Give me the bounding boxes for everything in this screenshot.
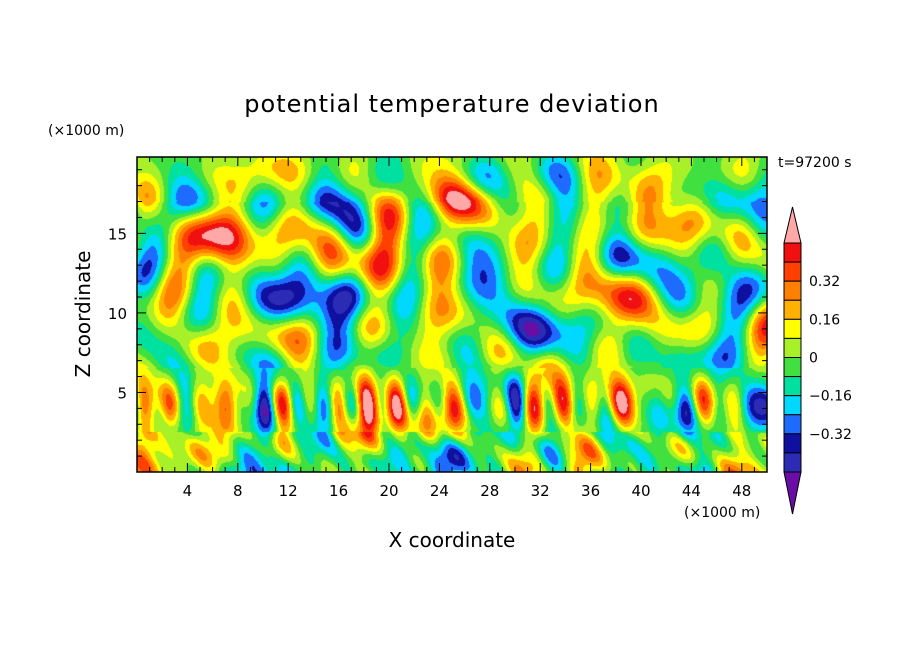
colorbar-swatch	[783, 299, 802, 320]
x-axis-label: X coordinate	[389, 528, 516, 552]
colorbar-extend-top	[783, 206, 802, 244]
colorbar-label: −0.32	[809, 427, 852, 443]
colorbar-label: 0.16	[809, 312, 840, 328]
colorbar-swatch	[783, 452, 802, 473]
y-tick-label: 10	[108, 305, 127, 323]
time-label: t=97200 s	[778, 155, 852, 171]
y-tick-label: 5	[117, 384, 127, 402]
y-tick-label: 15	[108, 225, 127, 243]
colorbar-swatch	[783, 261, 802, 282]
x-tick-label: 40	[631, 482, 650, 500]
x-tick-label: 20	[379, 482, 398, 500]
colorbar-swatch	[783, 433, 802, 454]
x-tick-label: 32	[531, 482, 550, 500]
x-axis: 4 8 12 16 20 24 28 32 36 40 44 48	[136, 157, 768, 500]
y-axis-label: Z coordinate	[71, 251, 95, 378]
colorbar-swatch	[783, 280, 802, 301]
colorbar-label: 0.32	[809, 274, 840, 290]
x-tick-label: 16	[329, 482, 348, 500]
y-unit-label: (×1000 m)	[48, 123, 124, 139]
colorbar-swatch	[783, 395, 802, 416]
colorbar-swatch	[783, 242, 802, 263]
x-unit-label: (×1000 m)	[684, 505, 760, 521]
x-tick-label: 12	[279, 482, 298, 500]
colorbar-swatch	[783, 414, 802, 435]
x-tick-label: 4	[183, 482, 193, 500]
x-tick-label: 48	[732, 482, 751, 500]
colorbar: 0.32 0.16 0 −0.16 −0.32	[783, 206, 852, 515]
x-tick-label: 44	[682, 482, 701, 500]
x-tick-label: 24	[430, 482, 449, 500]
x-tick-label: 36	[581, 482, 600, 500]
colorbar-extend-bottom	[783, 471, 802, 515]
colorbar-swatch	[783, 357, 802, 378]
colorbar-swatch	[783, 376, 802, 397]
y-axis: 5 10 15	[108, 169, 767, 473]
x-tick-label: 8	[233, 482, 243, 500]
colorbar-label: −0.16	[809, 389, 852, 405]
contour-field-image	[137, 157, 767, 472]
contour-field	[137, 157, 767, 472]
chart-title: potential temperature deviation	[244, 90, 659, 118]
colorbar-label: 0	[809, 351, 818, 367]
x-tick-label: 28	[480, 482, 499, 500]
colorbar-swatch	[783, 337, 802, 358]
colorbar-swatch	[783, 318, 802, 339]
